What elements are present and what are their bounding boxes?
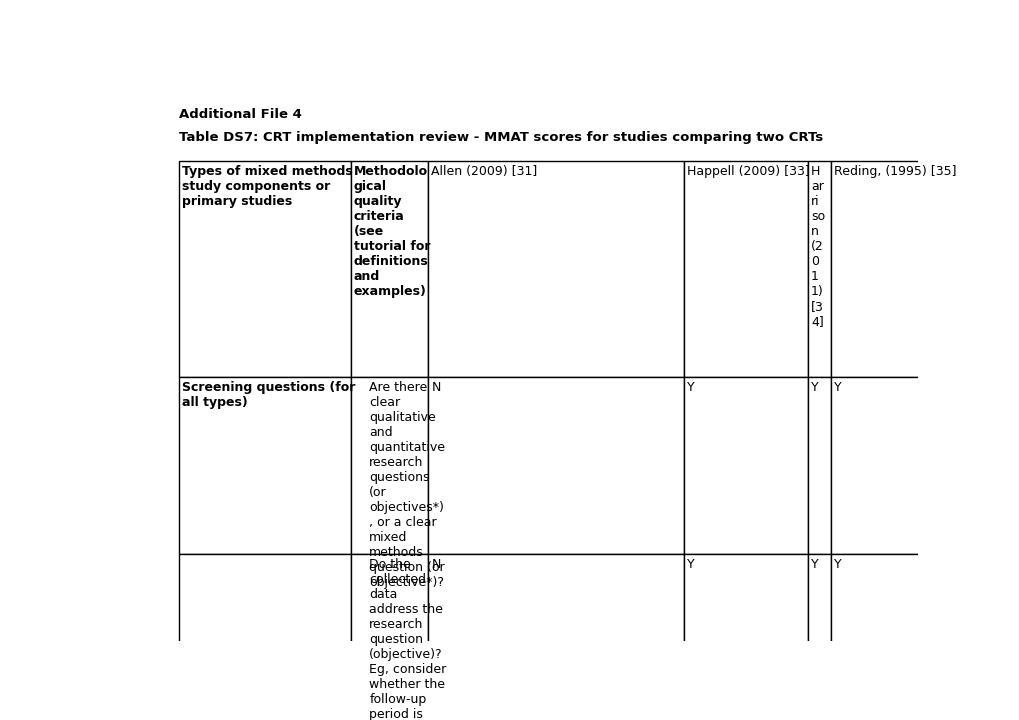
Bar (428, 554, 684, 716)
Text: Do the
collected
data
address the
research
question
(objective)?
Eg, consider
wh: Do the collected data address the resear… (369, 557, 447, 720)
Bar (351, 554, 428, 716)
Bar (178, 554, 351, 716)
Bar (428, 161, 684, 377)
Text: Allen (2009) [31]: Allen (2009) [31] (431, 165, 537, 178)
Text: Methodolo
gical
quality
criteria
(see
tutorial for
definitions
and
examples): Methodolo gical quality criteria (see tu… (354, 165, 430, 298)
Bar (807, 377, 830, 554)
Text: Y: Y (687, 557, 694, 571)
Text: Y: Y (687, 381, 694, 394)
Bar (428, 377, 684, 554)
Bar (807, 161, 830, 377)
Text: Types of mixed methods
study components or
primary studies: Types of mixed methods study components … (181, 165, 353, 208)
Text: N: N (431, 381, 440, 394)
Bar (684, 554, 807, 716)
Text: Reding, (1995) [35]: Reding, (1995) [35] (834, 165, 956, 178)
Text: Are there
clear
qualitative
and
quantitative
research
questions
(or
objectives*): Are there clear qualitative and quantita… (369, 381, 445, 588)
Text: Happell (2009) [33]: Happell (2009) [33] (687, 165, 809, 178)
Bar (807, 554, 830, 716)
Text: Screening questions (for
all types): Screening questions (for all types) (181, 381, 355, 408)
Text: Y: Y (810, 557, 818, 571)
Text: Y: Y (834, 557, 841, 571)
Bar (830, 554, 968, 716)
Text: Y: Y (810, 381, 818, 394)
Text: H
ar
ri
so
n
(2
0
1
1)
[3
4]: H ar ri so n (2 0 1 1) [3 4] (810, 165, 824, 328)
Bar (684, 161, 807, 377)
Bar (351, 161, 428, 377)
Bar (351, 377, 428, 554)
Text: Y: Y (834, 381, 841, 394)
Text: Table DS7: CRT implementation review - MMAT scores for studies comparing two CRT: Table DS7: CRT implementation review - M… (178, 131, 822, 144)
Text: Additional File 4: Additional File 4 (178, 108, 302, 121)
Bar (684, 377, 807, 554)
Bar (830, 377, 968, 554)
Bar (830, 161, 968, 377)
Text: N: N (431, 557, 440, 571)
Bar (178, 161, 351, 377)
Bar (178, 377, 351, 554)
